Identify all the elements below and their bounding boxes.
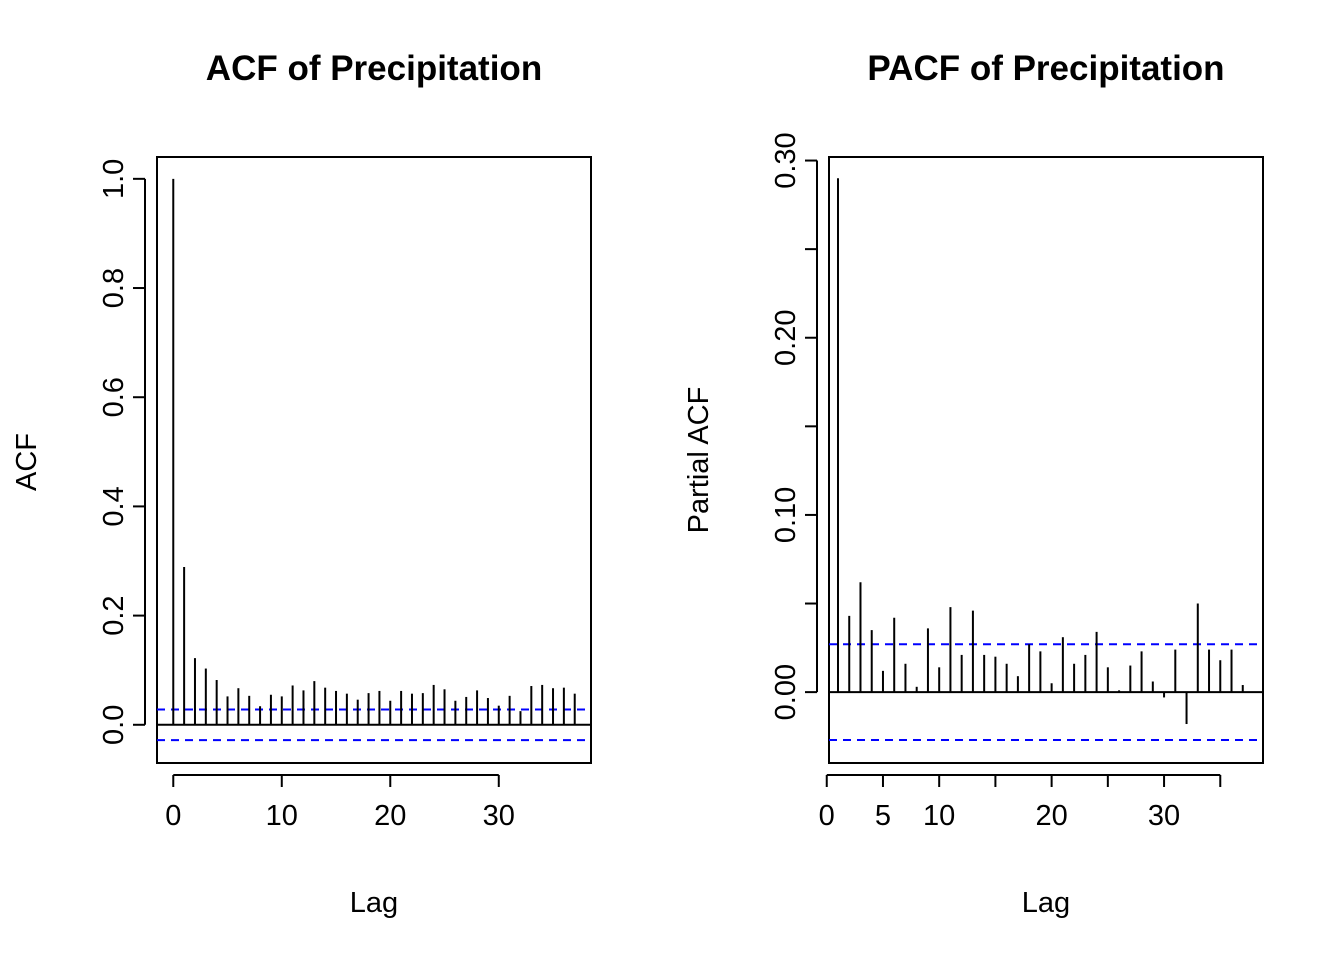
pacf-panel: PACF of Precipitation Lag Partial ACF 0 5… <box>683 49 1264 919</box>
pacf-title: PACF of Precipitation <box>867 49 1224 88</box>
pacf-y-tick-label-6: 0.30 <box>770 132 802 188</box>
acf-spikes <box>172 178 576 725</box>
pacf-x-axis-label: Lag <box>1022 887 1070 919</box>
pacf-confidence-bands <box>829 643 1263 741</box>
acf-y-tick-label-2: 0.4 <box>98 486 130 526</box>
pacf-x-tick-label-20: 20 <box>1035 800 1067 832</box>
pacf-spikes <box>836 178 1244 725</box>
pacf-y-axis: 0.00 0.10 0.20 0.30 <box>770 132 818 720</box>
acf-title: ACF of Precipitation <box>206 49 542 88</box>
acf-y-tick-label-5: 1.0 <box>98 159 130 199</box>
acf-panel: ACF of Precipitation Lag ACF 0 10 20 30 0.0… <box>11 49 592 919</box>
pacf-x-tick-label-0: 0 <box>819 800 835 832</box>
acf-x-tick-label-30: 30 <box>483 800 515 832</box>
pacf-y-tick-label-2: 0.10 <box>770 487 802 543</box>
acf-x-axis: 0 10 20 30 <box>165 774 515 832</box>
pacf-y-tick-label-4: 0.20 <box>770 310 802 366</box>
acf-y-tick-label-0: 0.0 <box>98 705 130 745</box>
acf-x-tick-label-20: 20 <box>374 800 406 832</box>
pacf-y-axis-label: Partial ACF <box>683 387 715 534</box>
acf-y-axis: 0.0 0.2 0.4 0.6 0.8 1.0 <box>98 159 146 745</box>
pacf-x-tick-label-10: 10 <box>923 800 955 832</box>
acf-y-tick-label-3: 0.6 <box>98 377 130 417</box>
pacf-x-axis: 0 5 10 20 30 <box>819 774 1222 832</box>
acf-y-axis-label: ACF <box>11 433 43 491</box>
pacf-x-tick-label-5: 5 <box>875 800 891 832</box>
acf-y-tick-label-1: 0.2 <box>98 595 130 635</box>
acf-plot-frame <box>156 156 592 764</box>
acf-x-axis-label: Lag <box>350 887 398 919</box>
acf-x-tick-label-0: 0 <box>165 800 181 832</box>
acf-confidence-bands <box>157 708 591 742</box>
pacf-y-tick-label-0: 0.00 <box>770 664 802 720</box>
pacf-plot-frame <box>828 156 1264 764</box>
pacf-x-tick-label-30: 30 <box>1148 800 1180 832</box>
acf-x-tick-label-10: 10 <box>266 800 298 832</box>
acf-y-tick-label-4: 0.8 <box>98 268 130 308</box>
